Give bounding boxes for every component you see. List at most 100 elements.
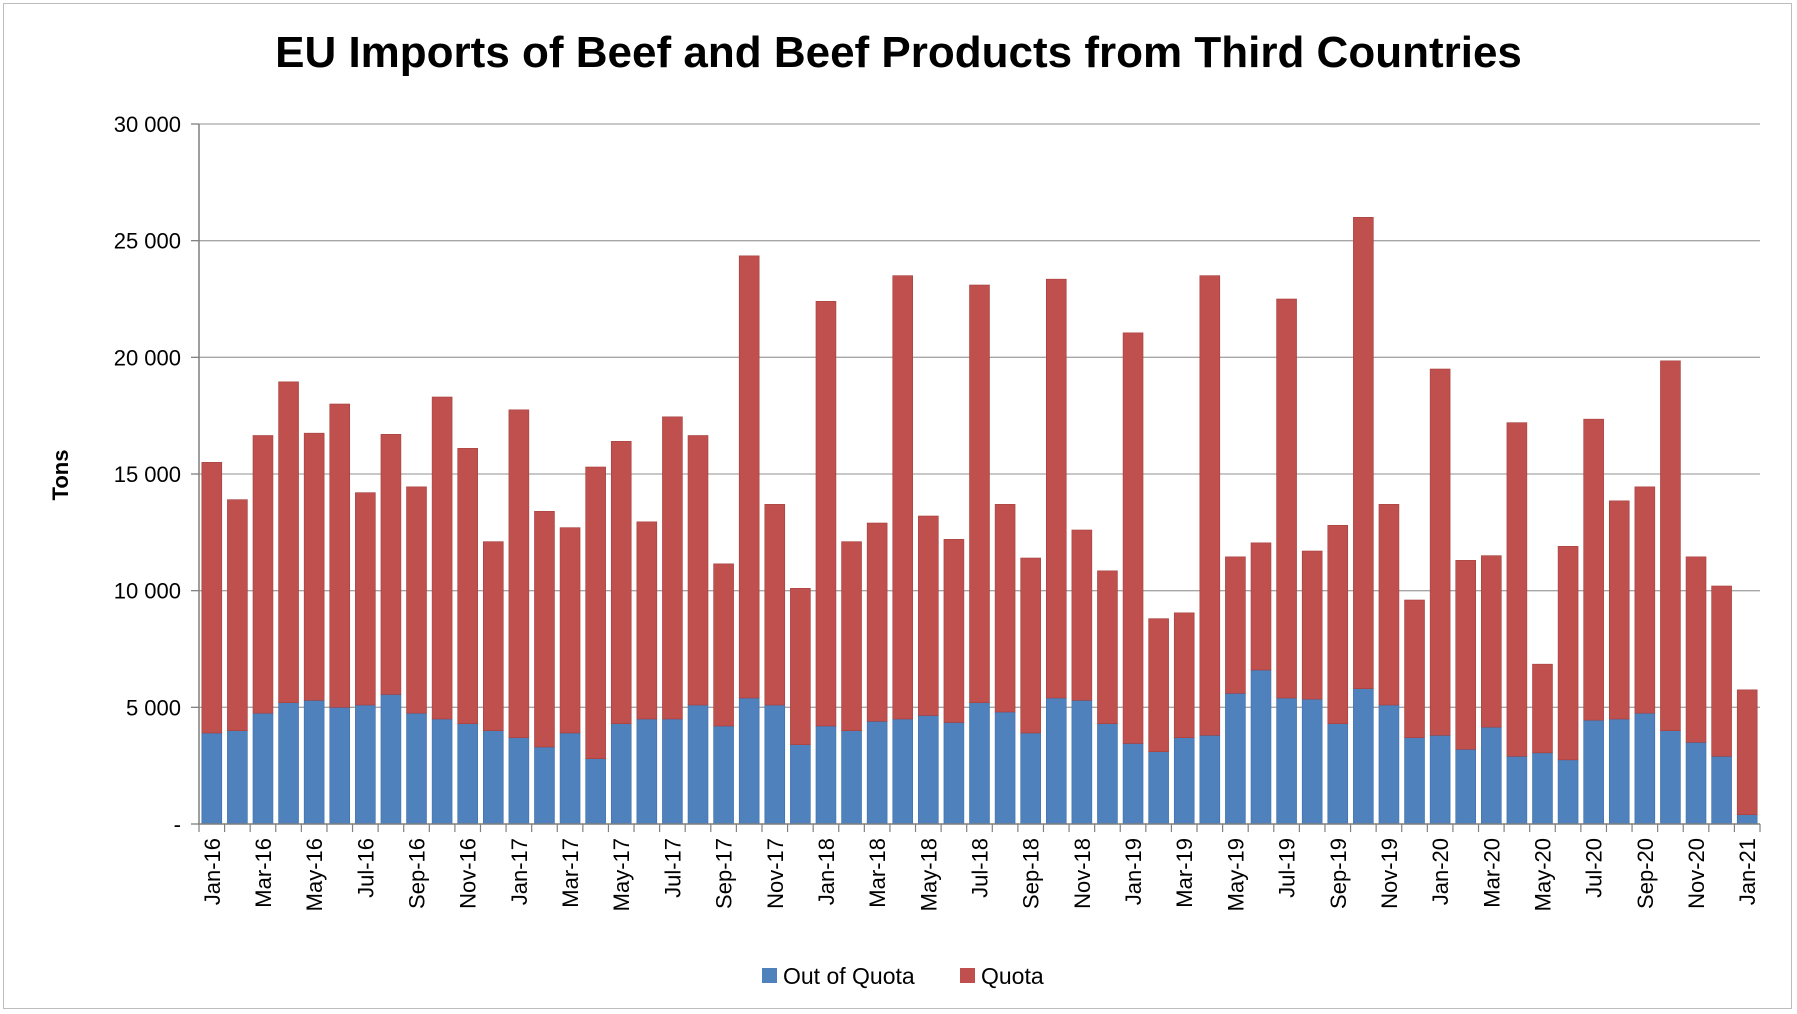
bar-out-of-quota bbox=[1072, 700, 1092, 824]
x-tick-label: Jul-18 bbox=[968, 838, 993, 898]
bar-quota bbox=[1405, 600, 1425, 738]
y-axis-label: Tons bbox=[48, 450, 73, 501]
bar-quota bbox=[1353, 217, 1373, 688]
bar-quota bbox=[637, 522, 657, 719]
bar-quota bbox=[944, 539, 964, 722]
bar-quota bbox=[1660, 361, 1680, 731]
bar-quota bbox=[1277, 299, 1297, 698]
bar-out-of-quota bbox=[279, 703, 299, 824]
bar-out-of-quota bbox=[816, 726, 836, 824]
bar-quota bbox=[202, 462, 222, 733]
bar-out-of-quota bbox=[842, 731, 862, 824]
bar-quota bbox=[842, 542, 862, 731]
bar-quota bbox=[1174, 613, 1194, 738]
x-tick-label: May-20 bbox=[1530, 838, 1555, 911]
bar-quota bbox=[534, 511, 554, 747]
bar-out-of-quota bbox=[407, 713, 427, 824]
legend-label-quota: Quota bbox=[981, 963, 1044, 989]
legend-swatch-out-of-quota bbox=[762, 968, 777, 983]
bar-out-of-quota bbox=[611, 724, 631, 824]
bar-out-of-quota bbox=[1277, 698, 1297, 824]
bar-out-of-quota bbox=[509, 738, 529, 824]
x-tick-label: May-17 bbox=[609, 838, 634, 911]
bar-out-of-quota bbox=[1507, 756, 1527, 824]
bar-out-of-quota bbox=[202, 733, 222, 824]
bar-quota bbox=[1481, 556, 1501, 728]
bar-out-of-quota bbox=[893, 719, 913, 824]
bar-quota bbox=[918, 516, 938, 716]
y-tick-label: 10 000 bbox=[114, 579, 181, 604]
bar-out-of-quota bbox=[1149, 752, 1169, 824]
bar-out-of-quota bbox=[1609, 719, 1629, 824]
bar-quota bbox=[893, 276, 913, 719]
bar-out-of-quota bbox=[381, 695, 401, 825]
bar-out-of-quota bbox=[355, 705, 375, 824]
bar-out-of-quota bbox=[1456, 749, 1476, 824]
bar-out-of-quota bbox=[1405, 738, 1425, 824]
y-axis-ticks: - 5 000 10 000 15 000 20 000 25 000 30 000 bbox=[114, 112, 199, 837]
bar-out-of-quota bbox=[534, 747, 554, 824]
bar-out-of-quota bbox=[1533, 753, 1553, 824]
bar-quota bbox=[1533, 664, 1553, 753]
legend-label-out-of-quota: Out of Quota bbox=[783, 963, 915, 989]
x-tick-label: Mar-19 bbox=[1172, 838, 1197, 908]
bar-out-of-quota bbox=[227, 731, 247, 824]
bar-out-of-quota bbox=[1225, 693, 1245, 824]
bar-out-of-quota bbox=[867, 721, 887, 824]
bar-quota bbox=[1225, 557, 1245, 694]
y-tick-label: - bbox=[174, 812, 181, 837]
bar-out-of-quota bbox=[1379, 705, 1399, 824]
x-tick-label: Jul-16 bbox=[353, 838, 378, 898]
bar-quota bbox=[1097, 571, 1117, 724]
bar-out-of-quota bbox=[1046, 698, 1066, 824]
bar-out-of-quota bbox=[995, 712, 1015, 824]
bar-out-of-quota bbox=[662, 719, 682, 824]
bar-out-of-quota bbox=[1737, 815, 1757, 824]
y-tick-label: 5 000 bbox=[126, 695, 181, 720]
x-tick-label: Nov-17 bbox=[763, 838, 788, 909]
bar-quota bbox=[1456, 560, 1476, 749]
x-tick-label: May-16 bbox=[302, 838, 327, 911]
bar-out-of-quota bbox=[970, 703, 990, 824]
bar-quota bbox=[611, 441, 631, 723]
bar-quota bbox=[1123, 333, 1143, 744]
bar-quota bbox=[970, 285, 990, 703]
bar-quota bbox=[790, 588, 810, 744]
x-tick-label: Nov-16 bbox=[456, 838, 481, 909]
x-tick-label: May-18 bbox=[916, 838, 941, 911]
bar-quota bbox=[586, 467, 606, 759]
bar-quota bbox=[355, 493, 375, 705]
x-tick-label: Sep-20 bbox=[1633, 838, 1658, 909]
bar-quota bbox=[1379, 504, 1399, 705]
bar-out-of-quota bbox=[1251, 670, 1271, 824]
x-tick-label: Jul-19 bbox=[1275, 838, 1300, 898]
x-tick-label: Jul-17 bbox=[660, 838, 685, 898]
y-tick-label: 25 000 bbox=[114, 229, 181, 254]
bar-quota bbox=[1251, 543, 1271, 670]
bar-quota bbox=[1328, 525, 1348, 723]
bar-out-of-quota bbox=[637, 719, 657, 824]
bar-out-of-quota bbox=[483, 731, 503, 824]
bar-out-of-quota bbox=[1328, 724, 1348, 824]
bar-quota bbox=[688, 436, 708, 706]
bar-quota bbox=[714, 564, 734, 726]
x-tick-label: Jan-17 bbox=[507, 838, 532, 905]
bar-quota bbox=[765, 504, 785, 705]
x-tick-label: Sep-16 bbox=[405, 838, 430, 909]
bar-out-of-quota bbox=[765, 705, 785, 824]
bar-quota bbox=[1635, 487, 1655, 713]
bar-out-of-quota bbox=[790, 745, 810, 824]
y-tick-label: 15 000 bbox=[114, 462, 181, 487]
bar-out-of-quota bbox=[1712, 756, 1732, 824]
bar-quota bbox=[995, 504, 1015, 712]
bar-out-of-quota bbox=[330, 707, 350, 824]
x-tick-label: Jan-19 bbox=[1121, 838, 1146, 905]
bar-quota bbox=[560, 528, 580, 733]
bar-out-of-quota bbox=[714, 726, 734, 824]
bar-out-of-quota bbox=[432, 719, 452, 824]
y-tick-label: 20 000 bbox=[114, 345, 181, 370]
bar-quota bbox=[867, 523, 887, 721]
x-tick-label: Sep-18 bbox=[1019, 838, 1044, 909]
bar-quota bbox=[483, 542, 503, 731]
bar-out-of-quota bbox=[1353, 689, 1373, 824]
